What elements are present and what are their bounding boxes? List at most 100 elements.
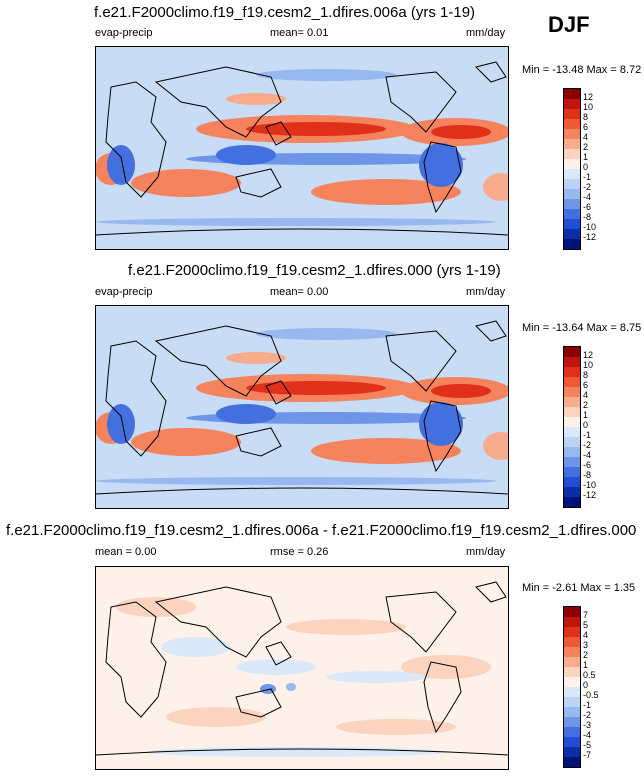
colorbar-swatch bbox=[564, 139, 580, 149]
field-positive-core bbox=[246, 122, 386, 136]
colorbar-swatch bbox=[564, 219, 580, 229]
colorbar-tick-label: 2 bbox=[583, 400, 589, 410]
colorbar-tick-label: 5 bbox=[583, 620, 589, 630]
coastlines bbox=[96, 320, 508, 495]
colorbar-tick-label: -7 bbox=[583, 750, 592, 760]
field-positive-core bbox=[431, 384, 491, 398]
colorbar-swatch bbox=[564, 447, 580, 457]
colorbar-tick-label: 0.5 bbox=[583, 670, 596, 680]
field-positive-core bbox=[431, 125, 491, 139]
colorbar-swatch bbox=[564, 367, 580, 377]
colorbar-tick-label: 2 bbox=[583, 142, 589, 152]
colorbar-swatch bbox=[564, 637, 580, 647]
panel-1-map bbox=[95, 46, 509, 250]
colorbar-swatch bbox=[564, 347, 580, 357]
coastlines bbox=[96, 581, 508, 756]
panel-2-minmax: Min = -13.64 Max = 8.75 bbox=[522, 322, 642, 334]
colorbar-tick-label: 12 bbox=[583, 92, 594, 102]
colorbar-tick-label: 1 bbox=[583, 410, 589, 420]
colorbar-tick-label: 0 bbox=[583, 420, 589, 430]
colorbar-tick-label: 0 bbox=[583, 162, 589, 172]
colorbar-tick-label: 2 bbox=[583, 650, 589, 660]
field-negative bbox=[419, 143, 463, 187]
colorbar-tick-label: -2 bbox=[583, 182, 592, 192]
colorbar-swatch bbox=[564, 747, 580, 757]
colorbar-swatch bbox=[564, 129, 580, 139]
field-negative bbox=[236, 659, 316, 675]
colorbar-swatch bbox=[564, 199, 580, 209]
colorbar-tick-label: -4 bbox=[583, 450, 592, 460]
field-positive bbox=[311, 179, 461, 205]
panel-3-mean-label: mean = 0.00 bbox=[95, 546, 157, 558]
panel-3-map bbox=[95, 566, 509, 770]
colorbar-swatch bbox=[564, 357, 580, 367]
colorbar-swatch bbox=[564, 687, 580, 697]
colorbar-swatch bbox=[564, 427, 580, 437]
colorbar-swatch bbox=[564, 149, 580, 159]
field-negative-core bbox=[260, 684, 276, 694]
colorbar-swatch bbox=[564, 457, 580, 467]
panel-2-variable-label: evap-precip bbox=[95, 286, 153, 298]
coastlines bbox=[96, 61, 508, 236]
colorbar-swatch bbox=[564, 229, 580, 239]
colorbar-tick-label: -6 bbox=[583, 202, 592, 212]
colorbar-swatch bbox=[564, 717, 580, 727]
colorbar-tick-label: 0 bbox=[583, 680, 589, 690]
colorbar-swatch bbox=[564, 209, 580, 219]
colorbar-swatch bbox=[564, 159, 580, 169]
colorbar-swatch bbox=[564, 377, 580, 387]
field-positive bbox=[116, 597, 196, 617]
panel-1-minmax: Min = -13.48 Max = 8.72 bbox=[522, 64, 642, 76]
colorbar-swatch bbox=[564, 707, 580, 717]
colorbar-swatch bbox=[564, 647, 580, 657]
colorbar-tick-label: 8 bbox=[583, 112, 589, 122]
colorbar-tick-label: -1 bbox=[583, 172, 592, 182]
colorbar-swatch bbox=[564, 397, 580, 407]
colorbar-tick-label: -10 bbox=[583, 480, 597, 490]
field-positive bbox=[131, 428, 241, 456]
panel-1-title: f.e21.F2000climo.f19_f19.cesm2_1.dfires.… bbox=[94, 4, 476, 21]
field-negative bbox=[146, 747, 446, 757]
panel-3-minmax: Min = -2.61 Max = 1.35 bbox=[522, 582, 636, 594]
colorbar-tick-label: -10 bbox=[583, 222, 597, 232]
colorbar-swatch bbox=[564, 757, 580, 767]
field-positive bbox=[483, 432, 508, 460]
colorbar-tick-label: 1 bbox=[583, 660, 589, 670]
colorbar-swatch bbox=[564, 179, 580, 189]
field-negative bbox=[326, 671, 426, 683]
colorbar-swatches bbox=[563, 346, 581, 508]
field-negative-core bbox=[286, 683, 296, 691]
panel-2-mean-label: mean= 0.00 bbox=[270, 286, 329, 298]
colorbar-tick-label: -1 bbox=[583, 430, 592, 440]
colorbar-tick-label: 4 bbox=[583, 630, 589, 640]
colorbar-tick-label: 6 bbox=[583, 380, 589, 390]
colorbar-tick-label: 10 bbox=[583, 102, 594, 112]
colorbar-tick-label: -5 bbox=[583, 740, 592, 750]
field-positive bbox=[483, 173, 508, 201]
field-negative bbox=[107, 145, 135, 185]
field-negative-core bbox=[216, 145, 276, 165]
field-positive bbox=[166, 707, 266, 727]
colorbar-tick-label: -3 bbox=[583, 720, 592, 730]
field-positive bbox=[131, 169, 241, 197]
colorbar-swatch bbox=[564, 497, 580, 507]
season-label: DJF bbox=[548, 12, 590, 37]
field-positive bbox=[226, 93, 286, 105]
field-positive bbox=[336, 719, 456, 735]
colorbar-swatch bbox=[564, 737, 580, 747]
colorbar-swatch bbox=[564, 627, 580, 637]
colorbar-swatch bbox=[564, 169, 580, 179]
colorbar-swatch bbox=[564, 189, 580, 199]
colorbar-tick-label: 6 bbox=[583, 122, 589, 132]
field-positive-core bbox=[246, 381, 386, 395]
colorbar-swatch bbox=[564, 607, 580, 617]
field-negative bbox=[107, 404, 135, 444]
colorbar-swatch bbox=[564, 677, 580, 687]
colorbar-swatch bbox=[564, 99, 580, 109]
field-positive bbox=[286, 619, 406, 635]
colorbar-swatch bbox=[564, 617, 580, 627]
colorbar-tick-label: -12 bbox=[583, 232, 597, 242]
field-positive bbox=[401, 655, 491, 679]
panel-2-map bbox=[95, 305, 509, 509]
panel-1-units-label: mm/day bbox=[466, 27, 506, 39]
